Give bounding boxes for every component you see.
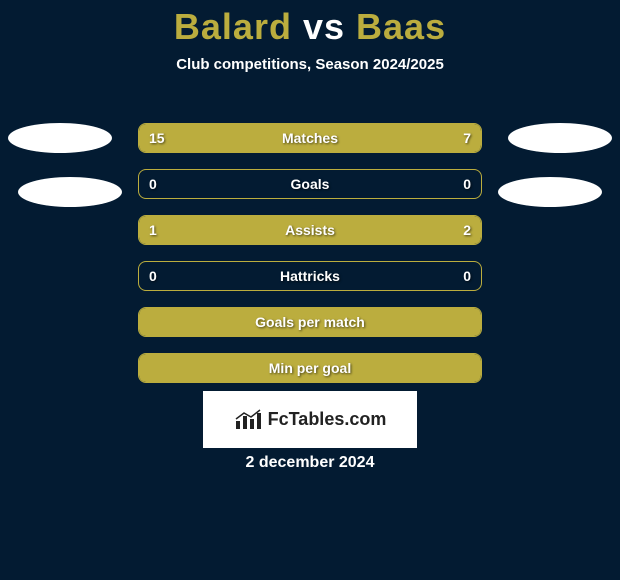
stat-row-hattricks: 0 Hattricks 0 xyxy=(138,261,482,291)
player1-photo-oval-1 xyxy=(8,123,112,153)
stat-row-goals-per-match: Goals per match xyxy=(138,307,482,337)
stat-label: Min per goal xyxy=(139,354,481,382)
header: Balard vs Baas Club competitions, Season… xyxy=(0,0,620,73)
player2-photo-oval-2 xyxy=(498,177,602,207)
stat-row-min-per-goal: Min per goal xyxy=(138,353,482,383)
stat-label: Assists xyxy=(139,216,481,244)
logo: FcTables.com xyxy=(234,409,387,431)
stat-label: Hattricks xyxy=(139,262,481,290)
player1-photo-oval-2 xyxy=(18,177,122,207)
stat-rows: 15 Matches 7 0 Goals 0 1 Assists 2 0 Hat… xyxy=(138,123,482,399)
stat-label: Matches xyxy=(139,124,481,152)
stat-row-matches: 15 Matches 7 xyxy=(138,123,482,153)
stat-label: Goals xyxy=(139,170,481,198)
stat-right-value: 2 xyxy=(453,216,481,244)
subtitle: Club competitions, Season 2024/2025 xyxy=(0,56,620,73)
stat-label: Goals per match xyxy=(139,308,481,336)
page-title: Balard vs Baas xyxy=(0,6,620,48)
vs-text: vs xyxy=(303,6,345,47)
logo-text: FcTables.com xyxy=(268,409,387,430)
stat-right-value: 0 xyxy=(453,170,481,198)
stat-right-value: 7 xyxy=(453,124,481,152)
player1-name: Balard xyxy=(174,6,292,47)
date-text: 2 december 2024 xyxy=(0,454,620,472)
player2-name: Baas xyxy=(356,6,446,47)
stat-row-goals: 0 Goals 0 xyxy=(138,169,482,199)
logo-box: FcTables.com xyxy=(203,391,417,448)
player2-photo-oval-1 xyxy=(508,123,612,153)
stat-row-assists: 1 Assists 2 xyxy=(138,215,482,245)
stat-right-value: 0 xyxy=(453,262,481,290)
fctables-chart-icon xyxy=(234,409,262,431)
